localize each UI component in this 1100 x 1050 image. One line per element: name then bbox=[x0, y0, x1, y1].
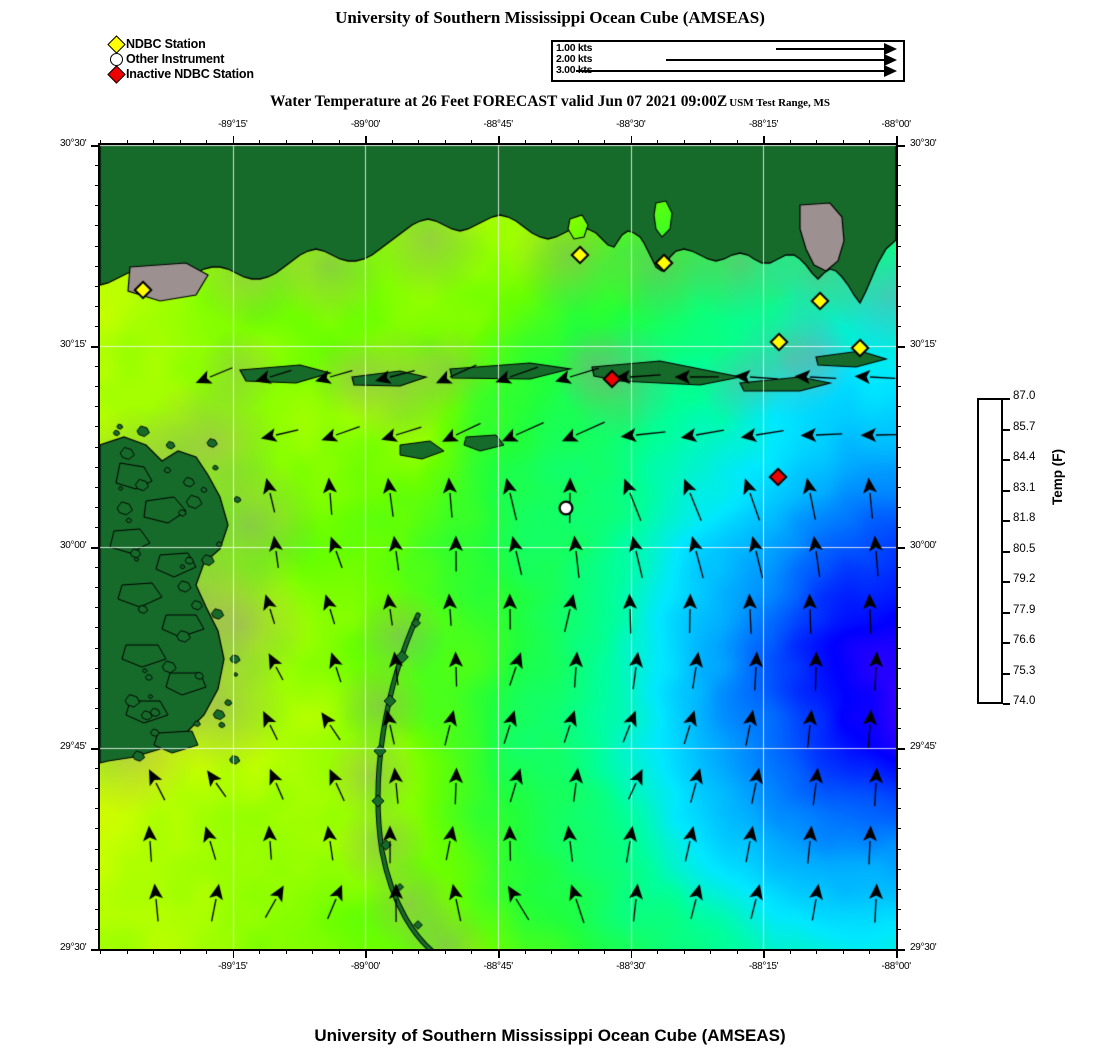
axis-tick-label: -89°00' bbox=[350, 119, 381, 130]
axis-tick-label: 29°45' bbox=[910, 741, 937, 752]
colorbar-tick-label: 84.4 bbox=[1013, 451, 1036, 463]
colorbar-tick-label: 80.5 bbox=[1013, 542, 1036, 555]
colorbar-tick bbox=[1003, 428, 1010, 431]
axis-tick-label: 29°30' bbox=[60, 942, 87, 953]
white-circle-icon bbox=[110, 52, 123, 66]
colorbar-tick bbox=[1003, 611, 1010, 614]
colorbar-tick-label: 85.7 bbox=[1013, 420, 1036, 433]
velocity-line-2 bbox=[666, 59, 886, 61]
velocity-scale-key: 1.00 kts 2.00 kts 3.00 kts bbox=[551, 40, 905, 82]
velocity-arrowhead-3 bbox=[884, 65, 897, 77]
velocity-arrowhead-1 bbox=[884, 43, 897, 55]
station-legend: NDBC Station Other Instrument Inactive N… bbox=[107, 34, 254, 84]
axis-tick-label: -88°15' bbox=[748, 961, 779, 972]
axis-tick-label: 29°45' bbox=[60, 741, 87, 752]
colorbar-tick-label: 75.3 bbox=[1013, 664, 1036, 677]
velocity-label-3: 3.00 kts bbox=[556, 64, 593, 76]
colorbar-tick-label: 83.1 bbox=[1013, 481, 1036, 494]
axis-tick-label: -88°15' bbox=[748, 119, 779, 130]
colorbar-tick bbox=[1003, 672, 1010, 675]
footer-title: University of Southern Mississippi Ocean… bbox=[314, 1026, 786, 1045]
colorbar-tick-label: 79.2 bbox=[1013, 573, 1036, 585]
map-plot-area[interactable] bbox=[98, 143, 898, 951]
legend-label-other-instrument: Other Instrument bbox=[126, 52, 225, 66]
axis-tick-label: -89°15' bbox=[218, 961, 248, 972]
axis-tick-label: -88°00' bbox=[881, 119, 912, 130]
colorbar bbox=[977, 398, 1003, 704]
velocity-label-1: 1.00 kts bbox=[556, 42, 593, 54]
velocity-arrowhead-2 bbox=[884, 54, 897, 66]
temperature-field-canvas bbox=[100, 145, 896, 949]
legend-item-inactive-ndbc-station: Inactive NDBC Station bbox=[107, 64, 254, 84]
colorbar-tick bbox=[1003, 398, 1010, 400]
legend-label-ndbc-station: NDBC Station bbox=[126, 37, 206, 51]
colorbar-tick bbox=[1003, 642, 1010, 644]
velocity-label-2: 2.00 kts bbox=[556, 53, 593, 65]
legend-label-inactive-ndbc-station: Inactive NDBC Station bbox=[126, 67, 254, 81]
velocity-row-2: 2.00 kts bbox=[553, 53, 903, 66]
axis-tick-label: -88°30' bbox=[616, 119, 646, 130]
velocity-line-1 bbox=[776, 48, 886, 50]
axis-tick-label: 30°30' bbox=[910, 138, 937, 149]
colorbar-tick-label: 77.9 bbox=[1013, 603, 1036, 616]
axis-tick-label: 30°15' bbox=[60, 339, 87, 350]
colorbar-tick bbox=[1003, 459, 1010, 461]
axis-tick-label: 30°00' bbox=[60, 540, 87, 551]
axis-tick-label: 30°30' bbox=[60, 138, 87, 149]
legend-item-ndbc-station: NDBC Station bbox=[107, 34, 254, 54]
colorbar-tick bbox=[1003, 550, 1010, 553]
yellow-diamond-icon bbox=[107, 34, 126, 54]
axis-tick-label: -89°15' bbox=[218, 119, 248, 130]
axis-tick-label: -88°00' bbox=[881, 961, 912, 972]
axis-tick-label: 29°30' bbox=[910, 942, 937, 953]
axis-tick-label: 30°00' bbox=[910, 540, 937, 551]
red-diamond-icon bbox=[107, 64, 126, 84]
velocity-row-1: 1.00 kts bbox=[553, 42, 903, 55]
colorbar-tick-label: 74.0 bbox=[1013, 695, 1036, 707]
colorbar-tick bbox=[1003, 520, 1010, 522]
axis-tick-label: -88°45' bbox=[483, 961, 514, 972]
axis-tick-label: 30°15' bbox=[910, 339, 937, 350]
colorbar-tick-label: 87.0 bbox=[1013, 390, 1036, 402]
colorbar-tick bbox=[1003, 489, 1010, 492]
velocity-row-3: 3.00 kts bbox=[553, 64, 903, 77]
colorbar-gradient bbox=[979, 400, 1001, 702]
legend-item-other-instrument: Other Instrument bbox=[110, 52, 254, 66]
colorbar-title: Temp (F) bbox=[1050, 449, 1065, 505]
colorbar-tick-label: 76.6 bbox=[1013, 634, 1036, 646]
colorbar-tick bbox=[1003, 581, 1010, 583]
page-title: University of Southern Mississippi Ocean… bbox=[335, 8, 765, 27]
colorbar-tick bbox=[1003, 703, 1010, 705]
axis-tick-label: -88°30' bbox=[616, 961, 646, 972]
subtitle-site: USM Test Range, MS bbox=[729, 97, 831, 109]
axis-tick-label: -89°00' bbox=[350, 961, 381, 972]
subtitle-main: Water Temperature at 26 Feet FORECAST va… bbox=[269, 93, 728, 110]
velocity-line-3 bbox=[576, 70, 886, 72]
colorbar-tick-label: 81.8 bbox=[1013, 512, 1036, 524]
chart-subtitle: Water Temperature at 26 Feet FORECAST va… bbox=[0, 93, 1100, 111]
axis-tick-label: -88°45' bbox=[483, 119, 514, 130]
